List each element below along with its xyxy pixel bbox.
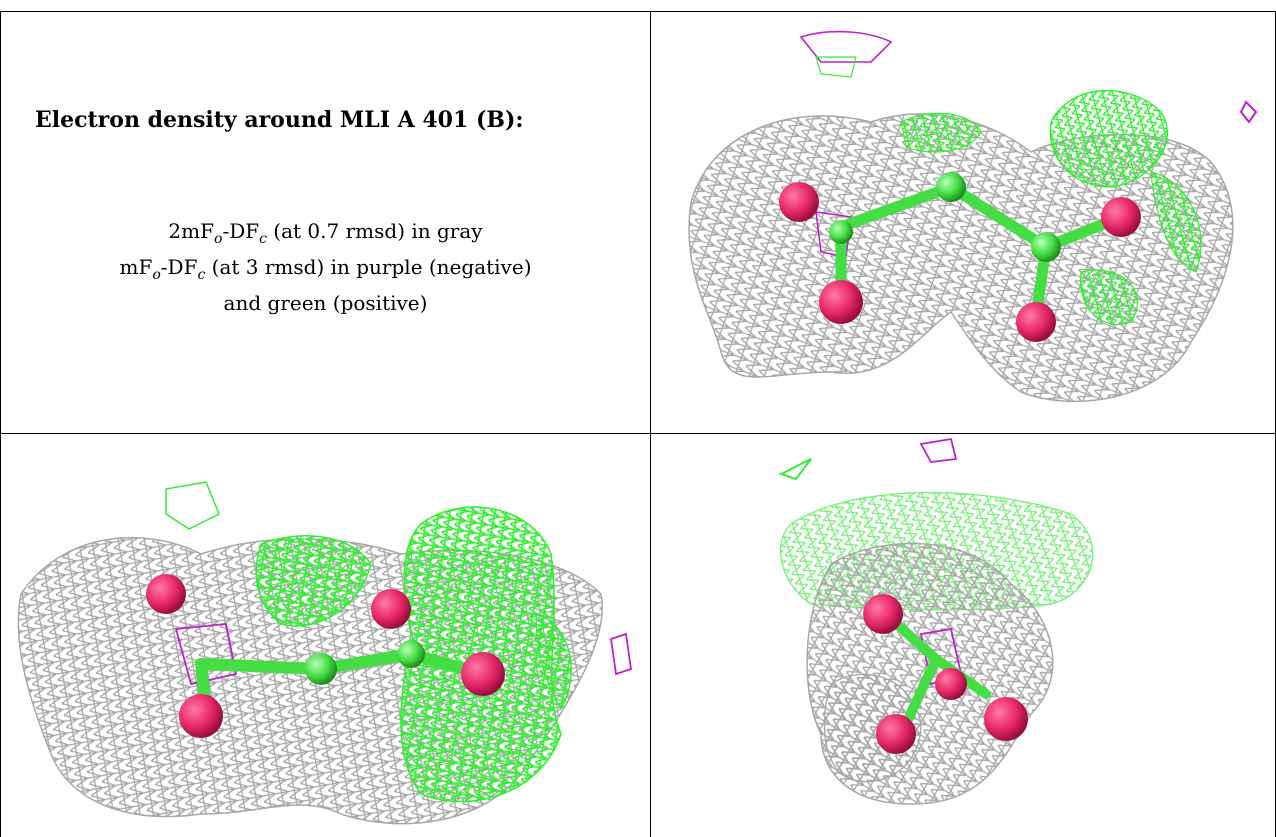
oxygen-atom [779,182,819,222]
table-border-middle [0,433,1276,434]
figure-description: 2mFo-DFc (at 0.7 rmsd) in gray mFo-DFc (… [1,217,650,317]
oxygen-atom [863,594,903,634]
caption-cell: Electron density around MLI A 401 (B): 2… [1,12,650,432]
oxygen-atom [146,574,186,614]
oxygen-atom [179,694,223,738]
carbon-atom [397,640,425,668]
oxygen-atom [461,652,505,696]
oxygen-atom [1101,197,1141,237]
density-view-bottom-left [1,434,650,837]
figure-title: Electron density around MLI A 401 (B): [35,107,524,133]
carbon-atom [305,653,337,685]
carbon-atom [936,172,966,202]
oxygen-atom [371,589,411,629]
legend-line-fo-fc: mFo-DFc (at 3 rmsd) in purple (negative) [119,255,532,283]
carbon-atom [1031,232,1061,262]
table-border-top [0,11,1276,12]
density-view-bottom-right [651,434,1275,837]
green-mesh-positive [1049,89,1168,188]
table-border-left [0,11,1,837]
oxygen-atom [876,714,916,754]
density-view-top-right [651,12,1275,433]
legend-line-2fo-fc: 2mFo-DFc (at 0.7 rmsd) in gray [168,219,483,247]
table-border-center [650,11,651,837]
oxygen-atom [984,697,1028,741]
oxygen-atom [819,280,863,324]
legend-line-colors: and green (positive) [223,291,428,315]
carbon-atom [829,220,853,244]
oxygen-atom [935,668,967,700]
oxygen-atom [1016,302,1056,342]
